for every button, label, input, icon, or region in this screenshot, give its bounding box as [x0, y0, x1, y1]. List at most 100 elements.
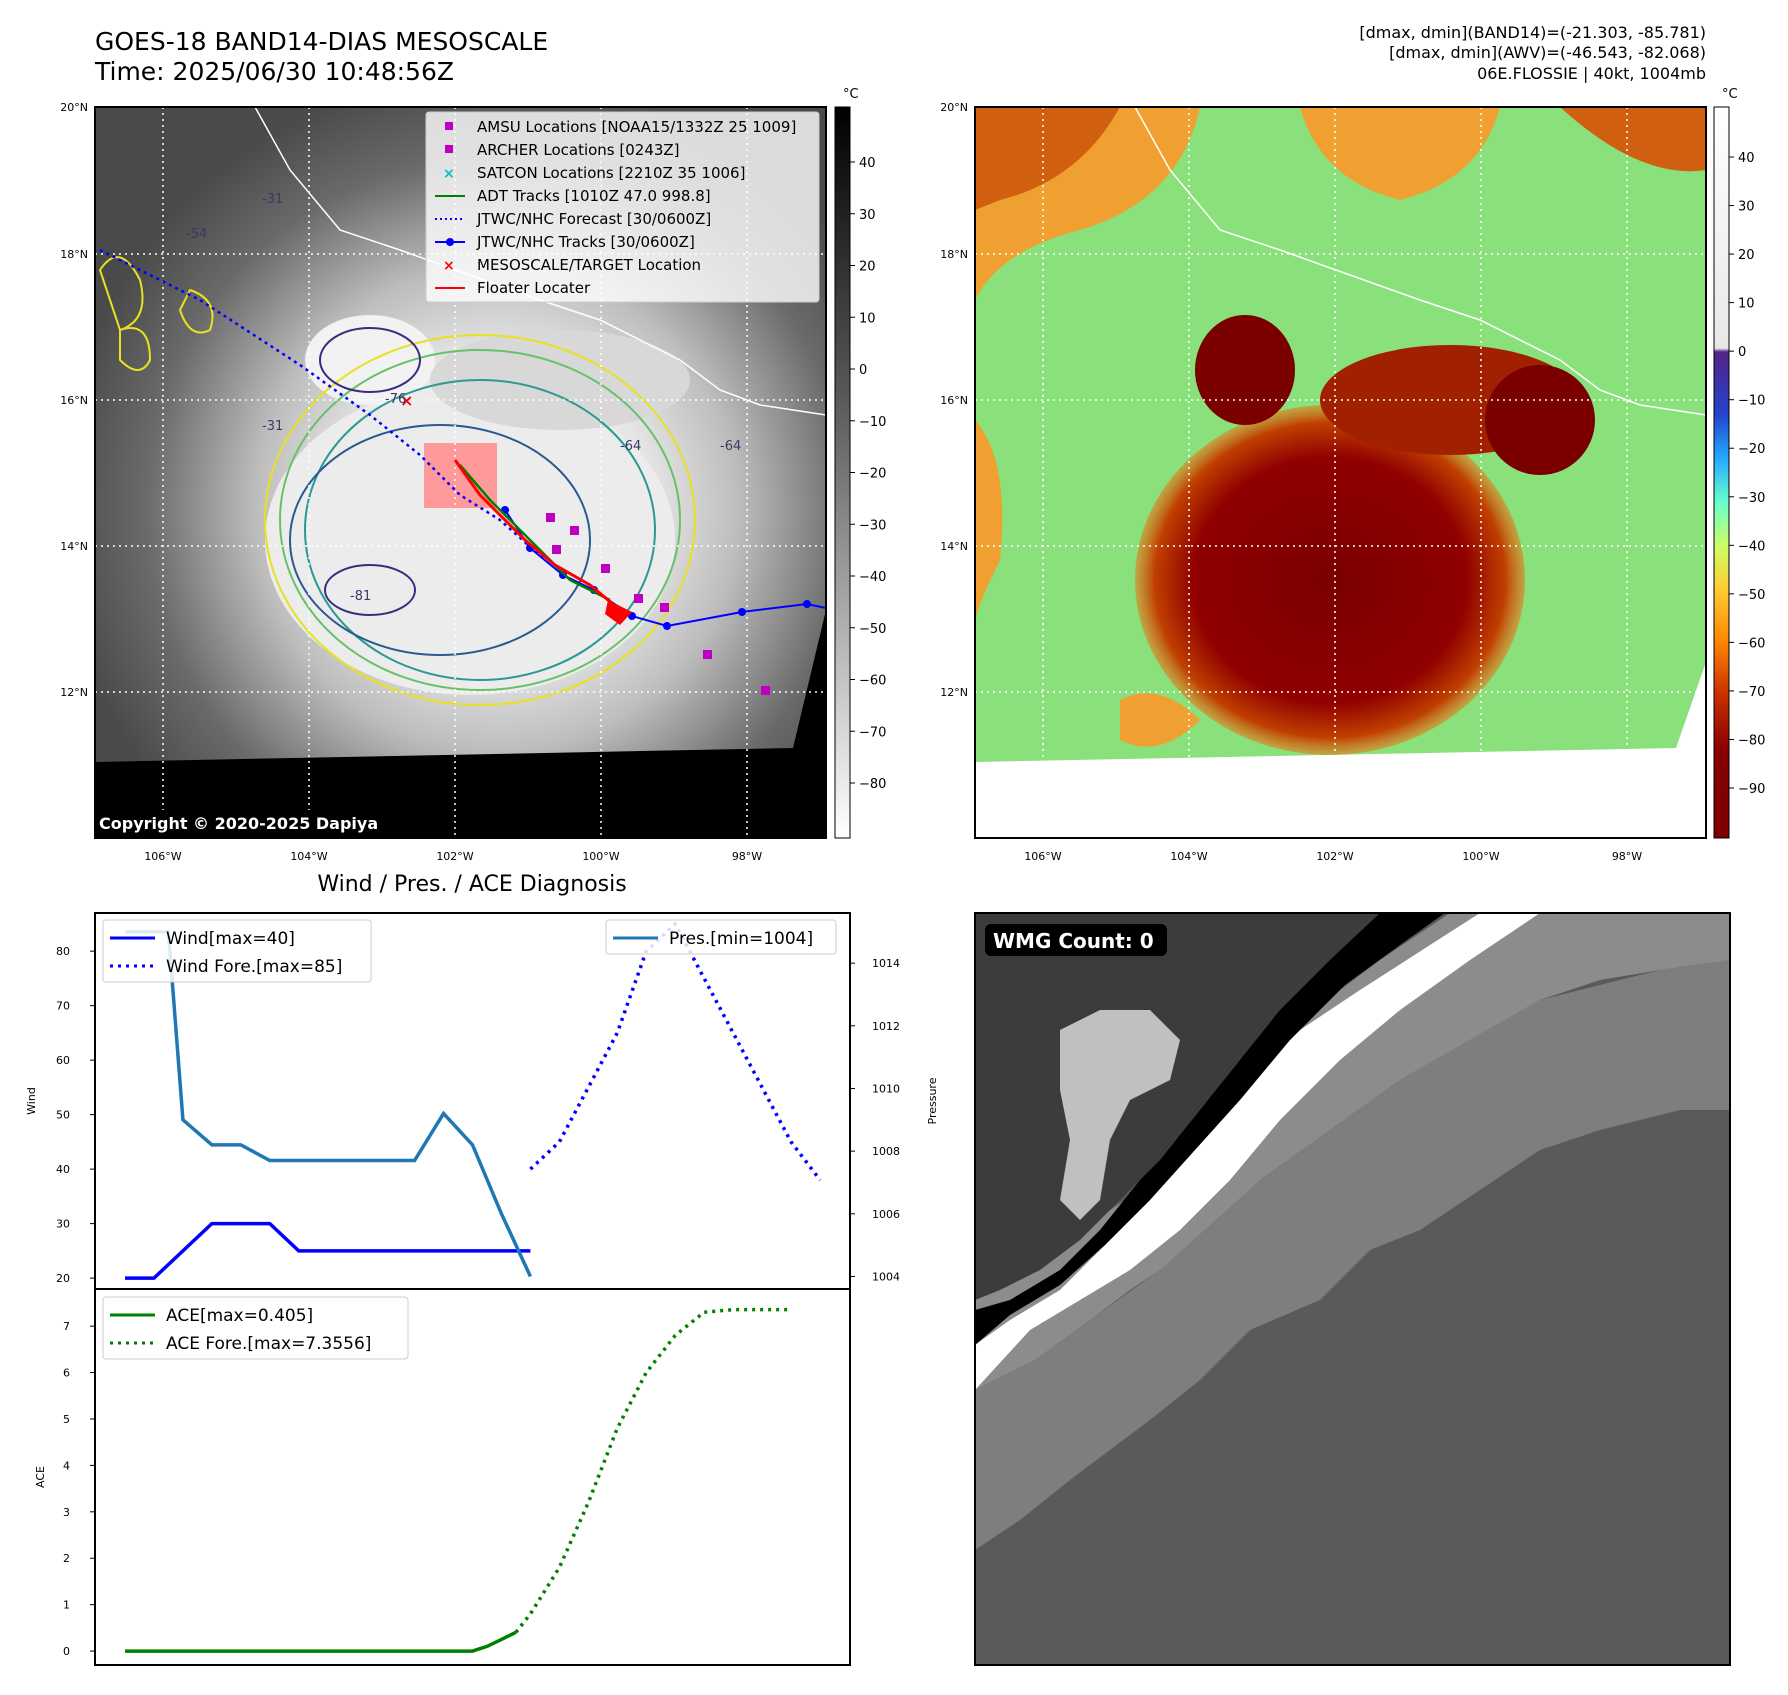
- target-location-marker: ×: [400, 391, 413, 410]
- color-colorbar-tick-label: −90: [1738, 782, 1765, 797]
- wmg-label-box: [985, 924, 1167, 956]
- wind-y-tick-label: 80: [56, 945, 70, 958]
- contour-north: [319, 327, 421, 393]
- contour-green: [279, 349, 681, 691]
- gray-colorbar: °C 40 30 20 10 0 −10 −20 −30 −40 −50 −60 −70 −80: [834, 87, 886, 839]
- gray-colorbar-tick-label: −20: [859, 467, 886, 482]
- adt-track: [459, 464, 611, 602]
- awv-map-frame: [974, 106, 1707, 839]
- color-colorbar-unit: °C: [1722, 87, 1738, 102]
- gray-colorbar-tick-label: 30: [859, 208, 876, 223]
- color-colorbar-tick-label: −30: [1738, 491, 1765, 506]
- legend-amsu-label: AMSU Locations [NOAA15/1332Z 25 1009]: [477, 118, 796, 136]
- legend-wind-label: Wind[max=40]: [166, 929, 295, 949]
- contour-labels: -31 -54 -64 -76 -81 -64 -31: [186, 192, 741, 604]
- ace-series-line: [125, 1630, 517, 1653]
- color-colorbar-tick-label: −20: [1738, 442, 1765, 457]
- contour-purple: [324, 564, 416, 616]
- wind-y-tick-label: 60: [56, 1054, 70, 1067]
- gray-colorbar-fill: [834, 106, 851, 839]
- ir-lat-labels: 20°N 18°N 16°N 14°N 12°N: [60, 101, 88, 699]
- pressure-legend: Pres.[min=1004]: [605, 919, 837, 955]
- legend-amsu-marker: [445, 122, 453, 130]
- legend-mesoscale-marker: ×: [443, 258, 455, 274]
- copyright-box: [95, 810, 409, 836]
- floater-box: [424, 443, 497, 508]
- wmg-count-label: WMG Count: 0: [993, 929, 1154, 953]
- ace-y-tick-label: 4: [63, 1459, 70, 1472]
- ace-y-tick-label: 3: [63, 1506, 70, 1519]
- gray-colorbar-tick-label: −30: [859, 518, 886, 533]
- pressure-y-tick-label: 1006: [872, 1208, 900, 1221]
- svg-text:-76: -76: [385, 392, 406, 407]
- gray-colorbar-tick-label: −80: [859, 777, 886, 792]
- wmg-black-band: [975, 913, 1445, 1345]
- svg-text:-64: -64: [720, 439, 741, 454]
- awv-lat-labels: 20°N 18°N 16°N 14°N 12°N: [940, 101, 968, 699]
- svg-text:98°W: 98°W: [1612, 850, 1642, 863]
- wind-y-tick-label: 20: [56, 1272, 70, 1285]
- ace-axis-label: ACE: [34, 1466, 47, 1488]
- svg-text:-64: -64: [620, 439, 641, 454]
- jtwc-forecast-track: [99, 248, 546, 561]
- awv-map-panel: 20°N 18°N 16°N 14°N 12°N 106°W 104°W 102…: [940, 101, 1707, 863]
- ir-cloud-shield: [265, 385, 675, 695]
- svg-text:106°W: 106°W: [144, 850, 181, 863]
- legend-mesoscale-label: MESOSCALE/TARGET Location: [477, 256, 701, 274]
- awv-storm-north: [1195, 315, 1295, 425]
- legend-archer-marker: [445, 145, 453, 153]
- copyright-text: Copyright © 2020-2025 Dapiya: [99, 814, 378, 833]
- legend-satcon-label: SATCON Locations [2210Z 35 1006]: [477, 164, 745, 182]
- ace-y-tick-label: 1: [63, 1599, 70, 1612]
- svg-text:18°N: 18°N: [940, 248, 968, 261]
- gray-colorbar-tick-label: −40: [859, 570, 886, 585]
- color-colorbar-tick-label: −50: [1738, 588, 1765, 603]
- ace-chart: ACE 0 1 2 3 4 5 6 7 ACE[max=0.405] ACE Fore.[ma…: [34, 1288, 851, 1666]
- color-colorbar-tick-label: 20: [1738, 248, 1755, 263]
- gray-colorbar-tick-label: −10: [859, 415, 886, 430]
- wind-axis-label: Wind: [25, 1087, 38, 1115]
- svg-text:14°N: 14°N: [60, 540, 88, 553]
- wmg-white-band: [975, 913, 1540, 1390]
- gray-colorbar-tick-label: −50: [859, 622, 886, 637]
- svg-text:16°N: 16°N: [60, 394, 88, 407]
- pressure-y-tick-label: 1014: [872, 957, 900, 970]
- wmg-frame: [974, 912, 1731, 1666]
- legend-wind-fore-label: Wind Fore.[max=85]: [166, 957, 342, 977]
- storm-info: 06E.FLOSSIE | 40kt, 1004mb: [1477, 64, 1706, 83]
- legend-forecast-label: JTWC/NHC Forecast [30/0600Z]: [476, 210, 711, 228]
- gray-colorbar-tick-label: −70: [859, 725, 886, 740]
- svg-text:12°N: 12°N: [60, 686, 88, 699]
- svg-text:-31: -31: [262, 419, 283, 434]
- color-colorbar-tick-label: −10: [1738, 394, 1765, 409]
- pressure-y-tick-label: 1008: [872, 1145, 900, 1158]
- color-colorbar-tick-label: −80: [1738, 733, 1765, 748]
- floater-locater-head: [605, 600, 632, 625]
- wind-legend: Wind[max=40] Wind Fore.[max=85]: [102, 919, 372, 983]
- wind-y-tick-label: 70: [56, 1000, 70, 1013]
- floater-locater-track: [453, 459, 621, 612]
- svg-text:-81: -81: [350, 589, 371, 604]
- svg-text:100°W: 100°W: [1462, 850, 1499, 863]
- gray-colorbar-tick-label: 10: [859, 311, 876, 326]
- svg-text:104°W: 104°W: [1170, 850, 1207, 863]
- legend-jtwc-track-label: JTWC/NHC Tracks [30/0600Z]: [476, 233, 695, 251]
- figure-time: Time: 2025/06/30 10:48:56Z: [94, 57, 454, 86]
- gray-colorbar-tick-label: −60: [859, 674, 886, 689]
- awv-coastline: [1134, 106, 1707, 416]
- legend-jtwc-track-dot: [446, 238, 454, 246]
- ace-legend: ACE[max=0.405] ACE Fore.[max=7.3556]: [102, 1296, 409, 1360]
- awv-dark-orange-patches: [975, 107, 1706, 210]
- map-legend: AMSU Locations [NOAA15/1332Z 25 1009] AR…: [425, 111, 820, 303]
- pressure-axis-label: Pressure: [926, 1077, 939, 1124]
- color-colorbar-tick-label: −70: [1738, 685, 1765, 700]
- svg-text:98°W: 98°W: [732, 850, 762, 863]
- dmax-band14-info: [dmax, dmin](BAND14)=(-21.303, -85.781): [1359, 23, 1706, 42]
- legend-archer-label: ARCHER Locations [0243Z]: [477, 141, 680, 159]
- svg-text:104°W: 104°W: [290, 850, 327, 863]
- wind-series-line: [125, 1221, 531, 1280]
- wmg-panel: WMG Count: 0: [974, 912, 1731, 1666]
- legend-ace-fore-label: ACE Fore.[max=7.3556]: [166, 1334, 371, 1354]
- svg-text:102°W: 102°W: [1316, 850, 1353, 863]
- svg-text:12°N: 12°N: [940, 686, 968, 699]
